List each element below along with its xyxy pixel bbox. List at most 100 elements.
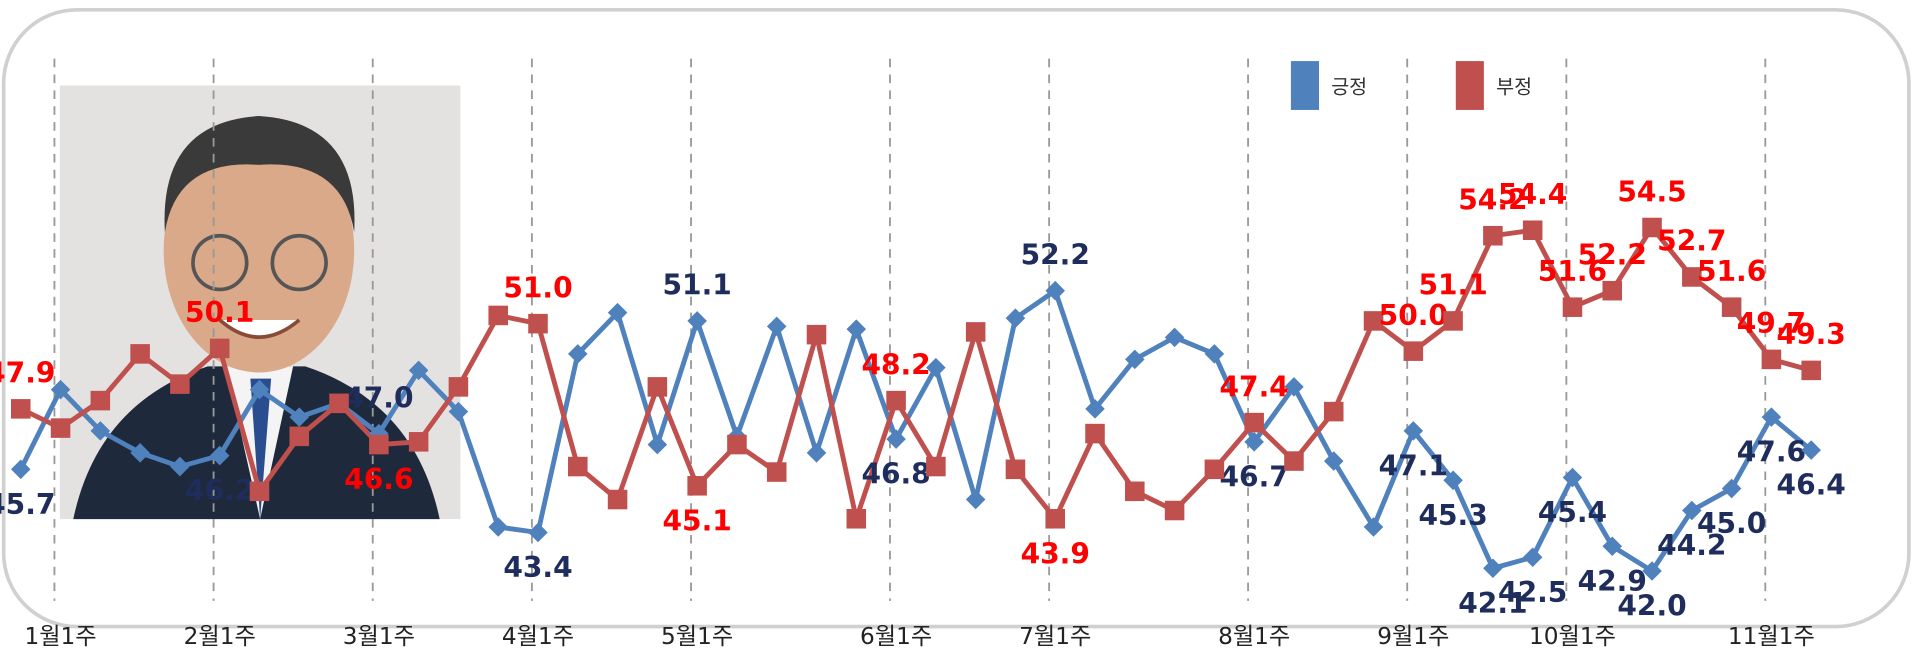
- marker: [1323, 401, 1344, 422]
- marker: [1085, 399, 1105, 419]
- data-label: 45.4: [1538, 496, 1607, 529]
- marker: [1483, 225, 1503, 246]
- marker: [1642, 561, 1662, 581]
- data-label: 52.2: [1578, 238, 1647, 271]
- data-label: 46.6: [344, 463, 413, 496]
- marker: [369, 434, 389, 455]
- marker: [1761, 407, 1782, 427]
- marker: [1204, 344, 1225, 364]
- marker: [209, 338, 230, 359]
- marker: [1522, 220, 1543, 241]
- x-tick-label: 9월1주: [1377, 623, 1449, 650]
- marker: [90, 421, 111, 441]
- marker: [1085, 423, 1105, 444]
- marker: [1602, 280, 1623, 301]
- marker: [448, 377, 469, 397]
- marker: [1204, 459, 1225, 480]
- marker: [170, 374, 190, 394]
- legend-swatch: [1455, 61, 1484, 110]
- marker: [965, 489, 986, 510]
- data-label: 47.4: [1220, 370, 1289, 403]
- marker: [209, 445, 230, 466]
- x-tick-label: 4월1주: [502, 623, 574, 650]
- x-tick-label: 8월1주: [1218, 623, 1290, 650]
- marker: [1045, 509, 1066, 529]
- data-label: 54.5: [1617, 175, 1686, 208]
- data-label: 43.9: [1021, 537, 1090, 570]
- data-label: 51.6: [1697, 255, 1766, 288]
- marker: [806, 324, 827, 345]
- marker: [488, 305, 508, 326]
- data-label: 52.7: [1657, 225, 1726, 258]
- marker: [607, 302, 628, 323]
- x-tick-label: 7월1주: [1019, 623, 1091, 650]
- marker: [1483, 558, 1503, 579]
- marker: [90, 390, 111, 411]
- marker: [727, 434, 747, 455]
- data-label: 45.3: [1418, 499, 1487, 532]
- data-label: 50.1: [185, 296, 254, 329]
- data-label: 54.2: [1458, 184, 1527, 217]
- x-tick-label: 1월1주: [24, 623, 96, 650]
- marker: [568, 456, 588, 477]
- marker: [1443, 311, 1463, 331]
- data-label: 47.9: [0, 357, 55, 390]
- marker: [50, 418, 71, 438]
- data-label: 49.3: [1777, 318, 1846, 351]
- marker: [766, 462, 787, 482]
- data-label: 51.1: [663, 269, 732, 302]
- data-label: 44.2: [1657, 529, 1726, 562]
- marker: [1721, 297, 1742, 317]
- marker: [687, 476, 707, 496]
- marker: [1244, 412, 1264, 433]
- data-label: 45.1: [663, 504, 732, 537]
- marker: [1522, 547, 1543, 568]
- series-line: [18, 288, 1813, 574]
- marker: [926, 456, 946, 477]
- marker: [1363, 311, 1384, 331]
- data-label: 42.0: [1617, 590, 1686, 623]
- marker: [926, 357, 946, 378]
- data-label: 46.7: [1220, 460, 1289, 493]
- marker: [289, 426, 310, 447]
- marker: [130, 344, 150, 364]
- marker: [1005, 308, 1026, 328]
- data-label: 47.1: [1379, 449, 1448, 482]
- data-label: 45.0: [1697, 507, 1766, 540]
- marker: [1562, 297, 1583, 317]
- x-tick-label: 3월1주: [343, 623, 415, 650]
- data-label: 54.4: [1498, 178, 1567, 211]
- marker: [886, 429, 906, 449]
- photo: [59, 85, 461, 520]
- x-tick-label: 6월1주: [860, 623, 932, 650]
- series-line: [19, 225, 1812, 522]
- data-label: 49.7: [1737, 307, 1806, 340]
- marker: [1125, 481, 1145, 502]
- marker: [1642, 217, 1662, 238]
- marker: [886, 390, 906, 411]
- marker: [1801, 360, 1821, 381]
- marker: [806, 443, 827, 463]
- data-label: 46.4: [1777, 469, 1846, 502]
- legend-swatch: [1290, 61, 1320, 110]
- data-label: 46.8: [861, 458, 930, 491]
- data-label: 51.0: [503, 271, 572, 304]
- marker: [647, 377, 668, 397]
- data-label: 42.1: [1458, 587, 1527, 620]
- data-label: 47.6: [1737, 436, 1806, 469]
- marker: [10, 399, 31, 419]
- marker: [1125, 349, 1145, 370]
- marker: [1005, 459, 1026, 480]
- marker: [1323, 451, 1344, 471]
- data-label: 42.5: [1498, 576, 1567, 609]
- marker: [1244, 432, 1264, 452]
- marker: [1761, 349, 1782, 370]
- marker: [1443, 470, 1463, 491]
- data-label: 51.6: [1538, 255, 1607, 288]
- data-label: 46.2: [185, 474, 254, 507]
- data-label: 42.9: [1578, 565, 1647, 598]
- marker: [408, 432, 429, 452]
- marker: [130, 443, 150, 463]
- data-label: 50.0: [1379, 299, 1448, 332]
